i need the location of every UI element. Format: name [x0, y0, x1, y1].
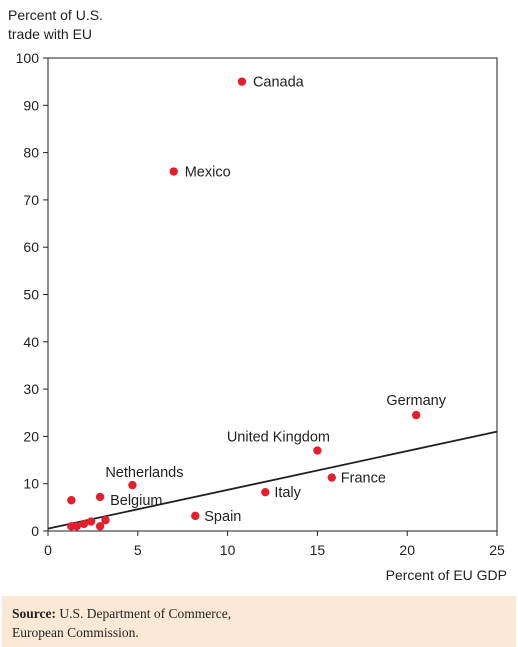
- y-tick-label: 40: [23, 334, 39, 350]
- x-axis-title: Percent of EU GDP: [386, 567, 507, 583]
- data-point: [237, 77, 247, 86]
- source-note: Source: U.S. Department of Commerce, Eur…: [2, 596, 516, 647]
- source-prefix: Source:: [12, 606, 56, 621]
- data-point: [411, 410, 421, 420]
- data-point: [169, 167, 178, 176]
- y-axis-title-line-2: trade with EU: [8, 26, 92, 42]
- y-tick-label: 10: [23, 476, 39, 492]
- x-tick-label: 10: [220, 542, 236, 558]
- point-label: Italy: [274, 485, 301, 501]
- point-label: United Kingdom: [227, 430, 330, 446]
- data-point: [191, 511, 200, 521]
- data-point: [86, 517, 96, 526]
- y-tick-label: 20: [23, 428, 39, 444]
- y-tick-label: 80: [23, 145, 39, 161]
- point-label: Mexico: [185, 165, 231, 181]
- x-tick-label: 15: [310, 542, 326, 558]
- y-tick-label: 30: [23, 381, 39, 397]
- source-text: U.S. Department of Commerce,: [59, 606, 232, 621]
- point-label: Spain: [204, 509, 241, 525]
- x-tick-label: 20: [399, 542, 415, 558]
- y-tick-label: 90: [23, 97, 39, 113]
- point-label: Germany: [386, 393, 446, 409]
- x-tick-label: 25: [489, 542, 505, 558]
- y-axis-title-line-1: Percent of U.S.: [8, 7, 103, 23]
- x-tick-label: 5: [134, 542, 142, 558]
- data-point: [95, 522, 105, 531]
- data-point: [79, 519, 89, 529]
- point-label: Netherlands: [105, 465, 183, 481]
- point-label: Belgium: [110, 493, 162, 509]
- data-point: [67, 496, 76, 505]
- data-point: [95, 492, 105, 502]
- data-point: [261, 488, 270, 497]
- source-text-line-2: European Commission.: [12, 625, 139, 640]
- point-label: France: [341, 471, 386, 487]
- trend-line: [47, 430, 498, 530]
- y-tick-label: 100: [16, 50, 40, 66]
- data-point: [72, 522, 81, 531]
- data-point: [128, 480, 137, 490]
- data-point: [313, 446, 322, 455]
- x-tick-label: 0: [44, 542, 52, 558]
- y-tick-label: 60: [23, 239, 39, 255]
- scatter-chart: Percent of U.S. trade with EU 0 10 20 30 40 5…: [8, 7, 507, 583]
- data-point: [327, 473, 336, 482]
- y-tick-label: 50: [23, 287, 39, 303]
- y-tick-label: 70: [23, 192, 39, 208]
- y-tick-label: 0: [31, 523, 39, 539]
- point-label: Canada: [253, 75, 305, 91]
- plot-area-frame: [47, 57, 498, 532]
- data-point: [101, 515, 110, 525]
